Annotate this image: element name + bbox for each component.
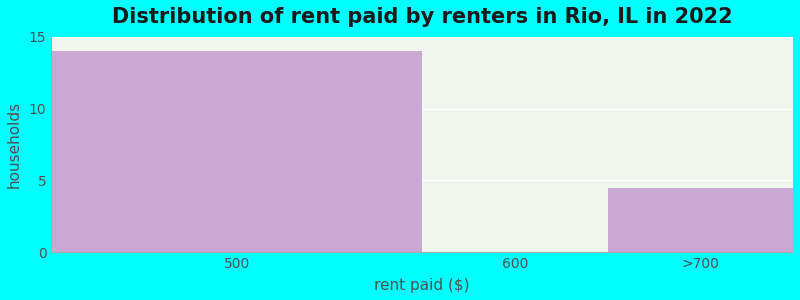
Title: Distribution of rent paid by renters in Rio, IL in 2022: Distribution of rent paid by renters in … [112,7,733,27]
Bar [51,51,422,252]
X-axis label: rent paid ($): rent paid ($) [374,278,470,293]
Bar [608,188,793,252]
Y-axis label: households: households [7,101,22,188]
